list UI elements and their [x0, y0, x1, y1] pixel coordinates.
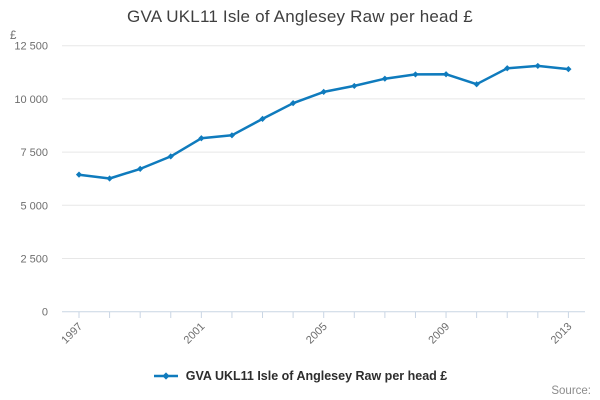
- data-point-marker[interactable]: [565, 66, 572, 73]
- y-axis-tick-label: 7 500: [20, 147, 48, 159]
- data-point-marker[interactable]: [198, 135, 205, 142]
- data-point-marker[interactable]: [473, 81, 480, 88]
- series-line: [77, 64, 570, 180]
- data-point-marker[interactable]: [290, 100, 297, 107]
- y-axis-tick-label: 12 500: [14, 41, 48, 53]
- data-point-marker[interactable]: [504, 65, 511, 72]
- data-point-marker[interactable]: [381, 75, 388, 82]
- x-axis-tick-label: 2005: [304, 321, 330, 347]
- legend-series-label: GVA UKL11 Isle of Anglesey Raw per head …: [185, 369, 448, 383]
- x-axis-tick-label: 1997: [59, 321, 85, 347]
- legend[interactable]: GVA UKL11 Isle of Anglesey Raw per head …: [0, 369, 600, 383]
- data-point-marker[interactable]: [412, 71, 419, 78]
- y-axis-tick-label: 0: [42, 307, 48, 319]
- x-axis-tick-label: 2009: [426, 321, 452, 347]
- data-point-marker[interactable]: [228, 132, 236, 139]
- data-point-marker[interactable]: [442, 71, 450, 78]
- data-point-marker[interactable]: [351, 82, 358, 90]
- y-axis-tick-label: 10 000: [14, 94, 48, 106]
- data-point-marker[interactable]: [106, 175, 113, 182]
- y-axis-unit-label: £: [10, 30, 17, 42]
- legend-series-glyph-icon: [153, 372, 178, 380]
- y-axis-tick-label: 2 500: [20, 254, 48, 266]
- x-axis-tick-label: 2013: [549, 321, 575, 347]
- data-point-marker[interactable]: [259, 115, 266, 123]
- data-point-marker[interactable]: [534, 62, 541, 70]
- source-attribution: Source:: [551, 385, 591, 397]
- x-axis-tick-label: 2001: [182, 321, 208, 347]
- chart-title: GVA UKL11 Isle of Anglesey Raw per head …: [127, 7, 473, 26]
- data-point-marker[interactable]: [320, 88, 327, 95]
- y-axis-tick-label: 5 000: [20, 200, 48, 212]
- data-point-marker[interactable]: [75, 171, 83, 178]
- data-point-marker[interactable]: [167, 153, 174, 160]
- data-point-marker[interactable]: [137, 165, 144, 173]
